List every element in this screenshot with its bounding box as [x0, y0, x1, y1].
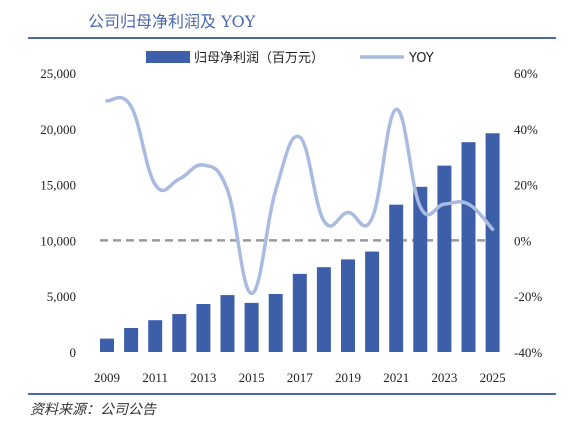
footer-rule [28, 393, 556, 395]
x-tick-label: 2025 [480, 370, 506, 385]
bar [244, 302, 259, 352]
legend-bar-swatch [146, 51, 190, 63]
bar [100, 338, 114, 352]
left-tick-label: 20,000 [40, 122, 76, 137]
bar [148, 320, 163, 352]
bar [485, 133, 500, 352]
left-tick-label: 5,000 [47, 289, 76, 304]
x-tick-label: 2023 [431, 370, 457, 385]
x-tick-label: 2009 [94, 370, 120, 385]
legend-line-label: YOY [408, 51, 434, 66]
yoy-line [105, 95, 495, 296]
right-tick-label: 20% [514, 178, 538, 193]
header-rule [28, 37, 556, 39]
bar [316, 267, 331, 352]
bar [124, 328, 139, 352]
bar-series [100, 133, 500, 352]
left-tick-label: 15,000 [40, 178, 76, 193]
bar [341, 259, 355, 352]
bar [292, 273, 307, 352]
x-axis-ticks: 2009 2011 2013 2015 2017 2019 2021 2023 2025 [94, 370, 506, 385]
right-tick-label: 0% [514, 233, 532, 248]
bar [389, 204, 404, 352]
x-tick-label: 2011 [142, 370, 168, 385]
left-tick-label: 0 [70, 345, 77, 360]
legend-bar-label: 归母净利润（百万元） [194, 51, 324, 66]
x-tick-label: 2017 [287, 370, 314, 385]
x-tick-label: 2013 [190, 370, 216, 385]
right-tick-label: -20% [514, 289, 542, 304]
bar [461, 142, 476, 352]
right-tick-label: 60% [514, 66, 538, 81]
left-tick-label: 10,000 [40, 233, 76, 248]
bar [172, 314, 187, 352]
bar [220, 295, 235, 352]
right-tick-label: -40% [514, 345, 542, 360]
left-axis-ticks: 25,000 20,000 15,000 10,000 5,000 0 [40, 66, 76, 360]
bar [413, 186, 428, 352]
x-tick-label: 2015 [239, 370, 265, 385]
legend: 归母净利润（百万元） YOY [146, 51, 434, 66]
left-tick-label: 25,000 [40, 66, 76, 81]
x-tick-label: 2021 [383, 370, 409, 385]
right-axis-ticks: 60% 40% 20% 0% -20% -40% [514, 66, 542, 360]
chart-title: 公司归母净利润及 YOY [88, 12, 256, 31]
source-note: 资料来源：公司公告 [30, 402, 156, 418]
x-tick-label: 2019 [335, 370, 361, 385]
bar [437, 165, 452, 352]
bar [365, 251, 380, 352]
right-tick-label: 40% [514, 122, 538, 137]
bar [268, 293, 283, 352]
bar [196, 304, 211, 352]
